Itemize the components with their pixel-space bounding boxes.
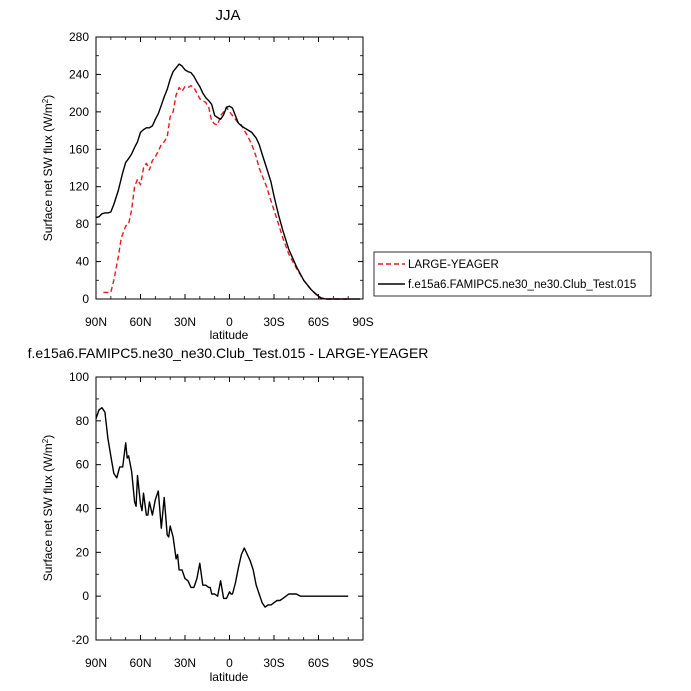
bottom-series-line-0 (95, 407, 349, 608)
bottom-y-tick-label: -20 (72, 633, 90, 647)
top-chart-title: JJA (215, 7, 240, 24)
top-x-tick-label: 30S (263, 315, 284, 329)
legend: LARGE-YEAGER f.e15a6.FAMIPC5.ne30_ne30.C… (373, 251, 652, 297)
top-y-axis-label: Surface net SW flux (W/m2) (41, 95, 56, 241)
legend-box (373, 251, 652, 297)
top-x-tick-label: 90S (352, 315, 373, 329)
top-y-tick-label: 0 (82, 292, 89, 306)
bottom-y-tick-label: 40 (76, 502, 90, 516)
top-x-tick-label: 60S (308, 315, 329, 329)
bottom-y-tick-label: 60 (76, 458, 90, 472)
bottom-series-group (95, 407, 349, 608)
bottom-plot-frame (95, 376, 364, 641)
bottom-chart-title: f.e15a6.FAMIPC5.ne30_ne30.Club_Test.015 … (28, 345, 429, 361)
top-axis-ticks: 90N 60N 30N 0 30S 60S 90S 0 40 80 120 160 200 240 280 (69, 30, 374, 329)
bottom-x-tick-label: 30S (263, 656, 284, 670)
bottom-x-tick-label: 90N (85, 656, 107, 670)
top-x-tick-label: 0 (226, 315, 233, 329)
top-y-tick-label: 200 (69, 105, 89, 119)
bottom-x-tick-label: 90S (352, 656, 373, 670)
bottom-y-tick-label: 0 (82, 589, 89, 603)
bottom-y-axis-label: Surface net SW flux (W/m2) (41, 435, 56, 581)
bottom-y-tick-label: 80 (76, 414, 90, 428)
top-y-tick-label: 240 (69, 67, 89, 81)
top-y-tick-label: 40 (76, 255, 90, 269)
top-series-line-0 (103, 84, 349, 300)
bottom-x-tick-label: 60S (308, 656, 329, 670)
bottom-x-tick-label: 0 (226, 656, 233, 670)
top-series-line-1 (95, 63, 360, 300)
top-chart: JJA 90N 60N 30N 0 30S 60S 90S 0 40 80 120 160 200 240… (41, 7, 374, 342)
top-x-axis-label: latitude (210, 328, 249, 342)
top-y-tick-label: 80 (76, 217, 90, 231)
bottom-y-tick-label: 20 (76, 545, 90, 559)
bottom-x-tick-label: 60N (129, 656, 151, 670)
bottom-x-tick-label: 30N (174, 656, 196, 670)
bottom-y-tick-label: 100 (69, 370, 89, 384)
top-y-tick-label: 160 (69, 142, 89, 156)
bottom-x-axis-label: latitude (210, 670, 249, 684)
top-y-tick-label: 120 (69, 180, 89, 194)
top-y-tick-label: 280 (69, 30, 89, 44)
legend-label-model: f.e15a6.FAMIPC5.ne30_ne30.Club_Test.015 (408, 279, 636, 291)
bottom-axis-ticks: 90N 60N 30N 0 30S 60S 90S -20 0 20 40 60 80 100 (69, 370, 374, 670)
top-x-tick-label: 60N (129, 315, 151, 329)
bottom-chart: f.e15a6.FAMIPC5.ne30_ne30.Club_Test.015 … (28, 345, 429, 684)
top-x-tick-label: 30N (174, 315, 196, 329)
top-plot-frame (95, 36, 364, 300)
legend-label-large-yeager: LARGE-YEAGER (408, 259, 499, 271)
top-series-group (95, 63, 360, 300)
top-x-tick-label: 90N (85, 315, 107, 329)
